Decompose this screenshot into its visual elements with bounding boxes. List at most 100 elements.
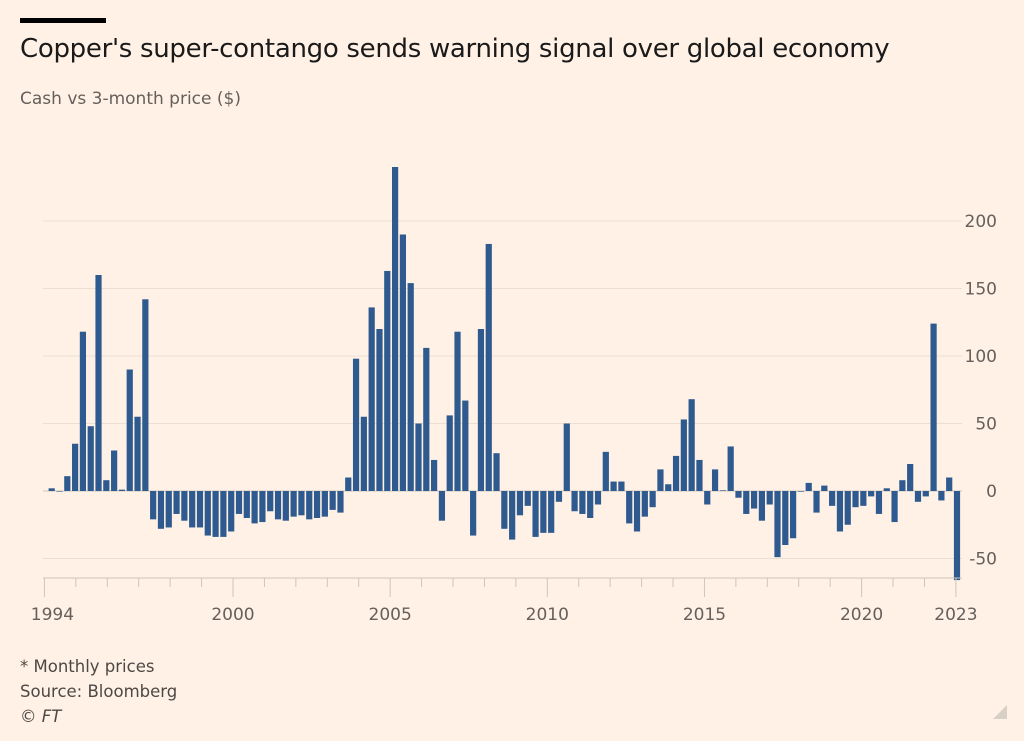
bar [829, 491, 836, 506]
bar [540, 491, 547, 533]
bar [719, 490, 726, 491]
ft-accent-bar [20, 18, 106, 23]
bar [657, 469, 664, 491]
bar [95, 275, 102, 491]
bar [821, 485, 828, 491]
y-tick-label: 150 [965, 280, 997, 300]
bar [883, 488, 890, 491]
bar [251, 491, 258, 524]
bar [953, 491, 961, 581]
bar [782, 491, 789, 545]
bar [524, 491, 531, 506]
bar [743, 491, 750, 514]
bar [641, 491, 648, 517]
y-tick-label: 50 [975, 415, 997, 435]
bar [711, 469, 719, 491]
bar [501, 491, 508, 529]
bar [727, 446, 734, 491]
bar [368, 307, 375, 491]
bar [321, 491, 328, 517]
bar [407, 283, 414, 491]
y-tick-label: 0 [986, 482, 997, 502]
bar [48, 488, 55, 491]
bar [290, 491, 297, 517]
bar [72, 443, 79, 491]
bar [516, 491, 524, 516]
bar [181, 491, 188, 521]
bar [633, 491, 641, 532]
bar [914, 491, 922, 502]
x-tick-label: 2000 [211, 605, 254, 625]
bar [259, 491, 266, 523]
bar [922, 491, 929, 497]
bar [680, 419, 687, 491]
bar [532, 491, 539, 537]
bar [79, 331, 87, 491]
bar [665, 484, 672, 491]
bar [704, 491, 711, 505]
bar [337, 491, 344, 513]
bar [555, 491, 563, 502]
bar [649, 491, 656, 508]
bar [431, 459, 438, 491]
bar [329, 491, 336, 510]
bar [891, 491, 898, 523]
bar [602, 451, 609, 491]
bar [235, 491, 243, 514]
x-tick-label: 2020 [840, 605, 883, 625]
bar [618, 481, 625, 491]
bar [610, 481, 617, 491]
bar [930, 323, 937, 491]
bar [907, 464, 914, 491]
bar [938, 491, 945, 501]
y-tick-label: 200 [965, 212, 997, 232]
bar [548, 491, 555, 533]
bar [688, 399, 695, 491]
bar [204, 491, 211, 536]
bar [423, 347, 430, 491]
bar [415, 423, 422, 491]
x-tick-label: 2023 [934, 605, 977, 625]
bar [64, 476, 71, 491]
bar [899, 480, 906, 491]
bar [571, 491, 578, 512]
bar [173, 491, 180, 514]
bar [750, 491, 758, 509]
bar [111, 450, 118, 491]
bar [306, 491, 313, 520]
y-tick-label: -50 [969, 550, 997, 570]
bar [672, 455, 680, 491]
chart-subtitle: Cash vs 3-month price ($) [20, 89, 241, 109]
bar [56, 491, 63, 492]
bar [391, 167, 399, 491]
footnote: * Monthly prices [20, 657, 155, 676]
resize-handle-icon [993, 705, 1007, 719]
bar [103, 480, 110, 491]
bar [454, 331, 461, 491]
bar [587, 491, 594, 518]
bar [274, 491, 282, 520]
bar [626, 491, 633, 524]
bar [399, 234, 406, 491]
bar [438, 491, 446, 521]
bar [446, 415, 453, 491]
bar [805, 482, 812, 491]
bar [875, 491, 883, 514]
x-tick-label: 1994 [31, 605, 74, 625]
bar [790, 491, 797, 539]
chart-title: Copper's super-contango sends warning si… [20, 34, 890, 64]
bar [470, 491, 477, 536]
bar [462, 400, 469, 491]
source-note: Source: Bloomberg [20, 682, 178, 701]
bar [852, 491, 859, 508]
bar [485, 243, 492, 491]
bar [563, 423, 570, 491]
bar [384, 270, 391, 491]
bar [298, 491, 305, 516]
bar [157, 491, 165, 529]
bar [813, 491, 820, 513]
bar [735, 491, 742, 498]
bar [579, 491, 586, 514]
x-tick-label: 2005 [369, 605, 412, 625]
